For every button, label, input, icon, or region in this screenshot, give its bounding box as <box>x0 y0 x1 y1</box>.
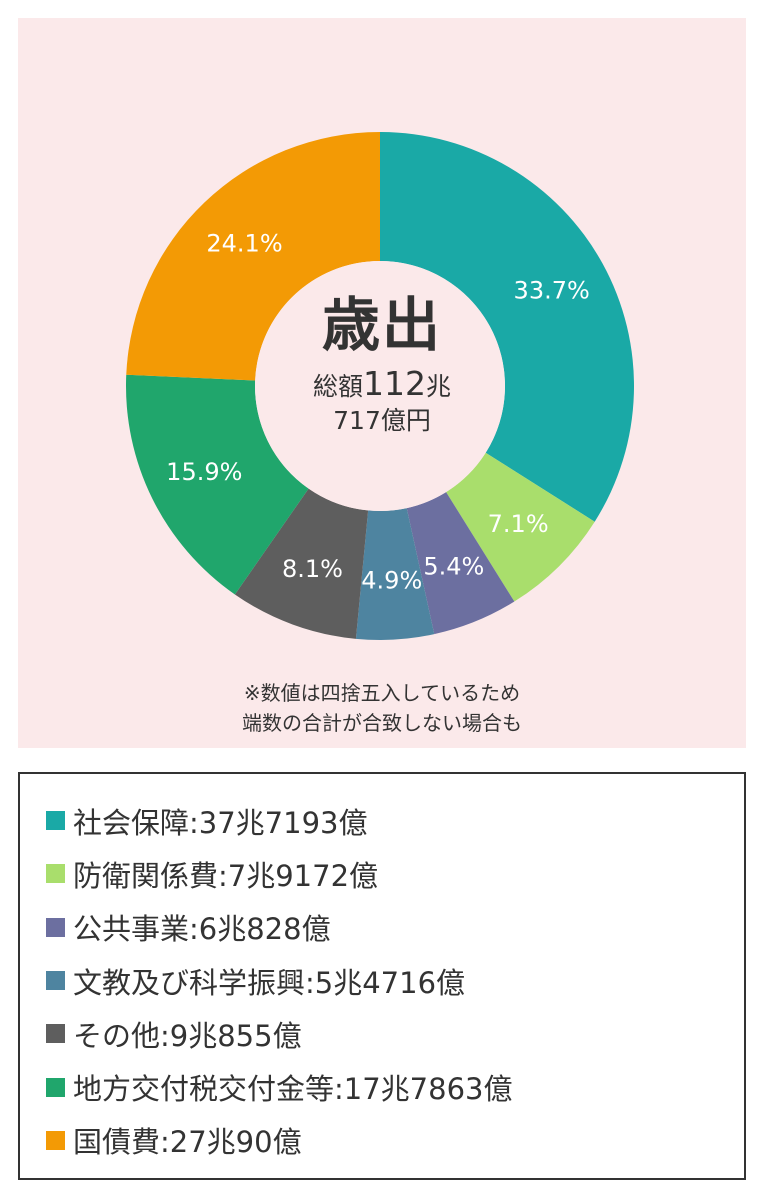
legend-label: 公共事業:6兆828億 <box>73 912 331 947</box>
slice-percent-label: 8.1% <box>282 555 343 583</box>
chart-panel: 33.7% 7.1% 5.4% 4.9% 8.1% 15.9% 24.1% 歳出 総額112… <box>18 18 746 748</box>
legend-list: 社会保障:37兆7193億 防衛関係費:7兆9172億 公共事業:6兆828億 … <box>46 794 512 1167</box>
donut-slice-1 <box>446 452 595 602</box>
legend-swatch-public-works <box>46 917 65 937</box>
donut-slice-3 <box>355 508 435 640</box>
legend-swatch-defense <box>46 864 65 884</box>
legend-swatch-debt-service <box>46 1130 65 1150</box>
donut-center-label: 歳出 総額112兆 717億円 <box>265 293 499 438</box>
legend-swatch-other <box>46 1024 65 1044</box>
legend-swatch-education-science <box>46 971 65 991</box>
legend-item: 公共事業:6兆828億 <box>46 901 512 954</box>
slice-percent-label: 5.4% <box>423 553 484 581</box>
donut-slice-5 <box>125 374 309 595</box>
legend-item: その他:9兆855億 <box>46 1007 512 1060</box>
legend-label: 防衛関係費:7兆9172億 <box>73 858 379 893</box>
donut-slice-6 <box>126 132 381 381</box>
legend-swatch-social-security <box>46 811 65 831</box>
slice-percent-label: 4.9% <box>361 567 422 595</box>
legend-label: その他:9兆855億 <box>73 1018 302 1053</box>
rounding-note-line2: 端数の合計が合致しない場合も <box>242 711 522 735</box>
chart-title: 歳出 <box>321 291 442 359</box>
legend-box: 社会保障:37兆7193億 防衛関係費:7兆9172億 公共事業:6兆828億 … <box>18 772 746 1180</box>
donut-slice-2 <box>406 492 515 635</box>
donut-chart: 33.7% 7.1%5.4%4.9% 8.1% 15.9% 24.1% <box>125 132 634 640</box>
legend-swatch-local-allocation-tax <box>46 1077 65 1097</box>
slice-percent-label: 15.9% <box>166 458 242 486</box>
legend-item: 防衛関係費:7兆9172億 <box>46 847 512 900</box>
legend-label: 文教及び科学振興:5兆4716億 <box>73 965 466 1000</box>
total-prefix: 総額 <box>312 372 363 401</box>
legend-item: 文教及び科学振興:5兆4716億 <box>46 954 512 1007</box>
rounding-note-line1: ※数値は四捨五入しているため <box>243 681 521 705</box>
rounding-note: ※数値は四捨五入しているため 端数の合計が合致しない場合も <box>18 678 746 738</box>
legend-item: 地方交付税交付金等:17兆7863億 <box>46 1060 512 1113</box>
total-suffix: 兆 <box>426 372 452 401</box>
slice-percent-label: 33.7% <box>514 276 590 304</box>
donut-slice-0 <box>380 132 634 522</box>
legend-item: 国債費:27兆90億 <box>46 1114 512 1167</box>
total-amount-line1: 総額112兆 <box>265 367 499 404</box>
slice-percent-label: 24.1% <box>206 229 282 257</box>
legend-label: 地方交付税交付金等:17兆7863億 <box>73 1072 513 1107</box>
donut-hole <box>255 261 505 511</box>
slice-percent-label: 7.1% <box>488 510 549 538</box>
total-amount-line2: 717億円 <box>333 406 431 435</box>
legend-label: 社会保障:37兆7193億 <box>73 805 368 840</box>
donut-slice-4 <box>234 488 369 639</box>
legend-label: 国債費:27兆90億 <box>73 1125 302 1160</box>
total-number: 112 <box>363 364 426 403</box>
legend-item: 社会保障:37兆7193億 <box>46 794 512 847</box>
